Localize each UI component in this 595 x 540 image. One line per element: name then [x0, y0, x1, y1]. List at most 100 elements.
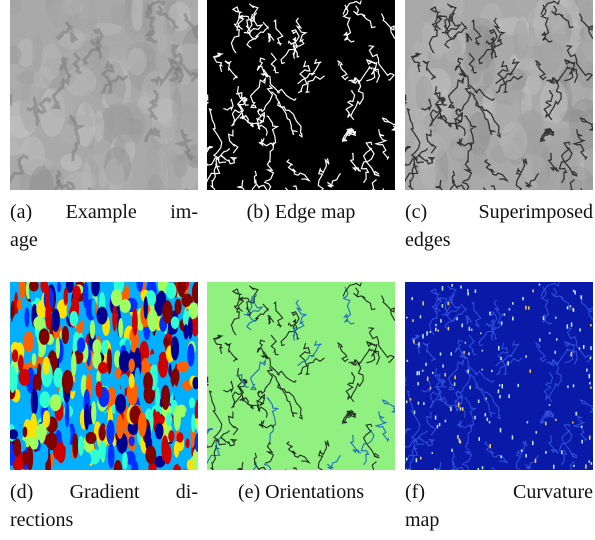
texture — [12, 349, 18, 362]
texture — [440, 353, 442, 356]
texture — [512, 317, 514, 321]
texture — [41, 444, 48, 463]
texture — [122, 452, 128, 470]
texture — [425, 363, 427, 366]
texture — [31, 388, 38, 415]
texture — [430, 387, 432, 389]
texture — [422, 301, 424, 305]
texture — [474, 416, 476, 420]
texture — [416, 76, 433, 112]
texture — [27, 445, 33, 470]
texture — [155, 386, 160, 410]
caption: (e) Orientations — [207, 478, 395, 506]
texture — [450, 146, 467, 159]
texture — [581, 295, 583, 299]
texture — [168, 430, 174, 442]
texture — [110, 3, 128, 26]
texture — [116, 414, 123, 439]
texture — [435, 324, 437, 326]
texture — [435, 328, 437, 332]
texture — [458, 403, 460, 407]
edge-map — [207, 0, 395, 190]
texture — [416, 458, 418, 462]
texture — [145, 445, 156, 464]
texture — [435, 416, 437, 420]
texture — [529, 369, 531, 372]
texture — [467, 292, 469, 296]
texture — [101, 340, 108, 354]
texture — [183, 324, 188, 339]
texture — [480, 333, 482, 335]
texture — [189, 397, 195, 408]
texture — [48, 90, 74, 118]
texture — [39, 391, 50, 408]
texture — [128, 358, 134, 372]
texture — [71, 352, 76, 376]
texture — [187, 459, 194, 470]
texture — [589, 382, 591, 384]
texture — [536, 431, 538, 434]
texture — [471, 329, 473, 331]
texture — [91, 401, 96, 425]
texture — [512, 302, 514, 305]
texture — [90, 320, 95, 339]
texture — [134, 348, 140, 369]
texture — [410, 398, 412, 400]
caption: (a) Example im-age — [10, 198, 198, 254]
texture — [413, 339, 415, 343]
texture — [406, 317, 408, 319]
texture — [23, 331, 33, 352]
texture — [427, 377, 429, 381]
texture — [489, 421, 491, 423]
texture — [144, 296, 148, 319]
texture — [450, 407, 452, 411]
texture — [571, 323, 573, 327]
texture — [513, 19, 528, 60]
texture — [70, 311, 79, 326]
texture — [93, 110, 104, 142]
texture — [460, 286, 462, 289]
texture — [420, 315, 422, 318]
texture — [454, 382, 456, 386]
caption-line: (d) Gradient di- — [10, 478, 198, 506]
caption-line: edges — [405, 226, 593, 254]
texture — [406, 458, 408, 461]
texture — [583, 345, 585, 349]
texture — [545, 422, 547, 426]
texture — [155, 423, 164, 440]
texture — [147, 309, 158, 331]
texture — [62, 326, 69, 344]
texture — [90, 449, 100, 465]
texture — [572, 422, 574, 424]
texture — [414, 411, 416, 415]
texture — [590, 387, 592, 389]
texture — [482, 466, 484, 469]
texture — [472, 150, 488, 178]
texture — [555, 351, 557, 354]
panel: (d) Gradient di-rections — [10, 282, 198, 534]
texture — [555, 419, 557, 421]
texture — [498, 389, 500, 393]
texture — [501, 384, 503, 388]
texture — [430, 331, 432, 333]
texture — [549, 404, 551, 406]
texture — [478, 468, 480, 470]
texture — [573, 384, 575, 387]
texture — [422, 370, 424, 372]
texture — [39, 328, 50, 344]
superimposed-image — [405, 0, 593, 190]
texture — [585, 464, 587, 468]
texture — [454, 375, 456, 379]
caption: (d) Gradient di-rections — [10, 478, 198, 534]
texture — [432, 452, 434, 454]
texture — [406, 401, 408, 404]
texture — [573, 309, 575, 312]
texture — [469, 327, 471, 331]
texture — [575, 412, 577, 416]
texture — [407, 360, 409, 362]
texture — [467, 369, 469, 373]
caption-line: (c) Superimposed — [405, 198, 593, 226]
texture — [18, 354, 24, 371]
texture — [489, 444, 491, 448]
